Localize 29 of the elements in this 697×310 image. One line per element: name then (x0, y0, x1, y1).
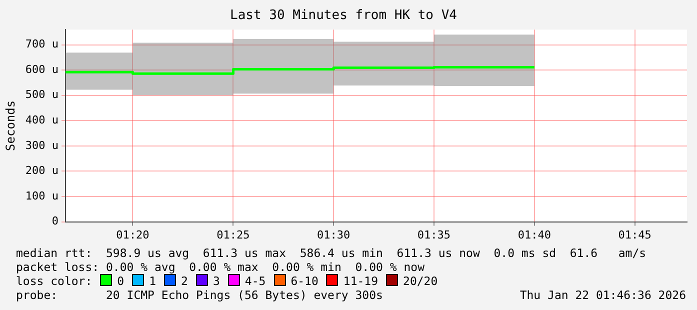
y-tick-label: 0 (52, 214, 59, 228)
text: 20/20 (403, 274, 438, 288)
text: loss color: (16, 274, 92, 288)
y-tick-label: 300 u (25, 138, 59, 152)
y-axis-title: Seconds (3, 100, 18, 151)
text: Thu Jan 22 01:46:36 2026 (520, 288, 686, 302)
text: 11-19 (343, 274, 378, 288)
x-tick-label: 01:35 (417, 228, 451, 242)
x-tick-label: 01:25 (216, 228, 250, 242)
text: 0 (117, 274, 124, 288)
text: probe: 20 ICMP Echo Pings (56 Bytes) every 300s (16, 288, 383, 302)
text: 3 (212, 274, 220, 288)
text: 6-10 (290, 274, 318, 288)
text: 4-5 (244, 274, 266, 288)
y-tick-label: 500 u (25, 88, 59, 102)
text: 2 (181, 274, 188, 288)
chart-title: Last 30 Minutes from HK to V4 (230, 8, 458, 24)
y-tick-label: 700 u (25, 38, 59, 51)
text: 1 (149, 274, 156, 288)
x-tick-label: 01:40 (518, 228, 552, 242)
text: median rtt: 598.9 us avg 611.3 us max 586.4 us min 611.3 us now 0.0 ms sd 61.6 am/s (16, 246, 648, 260)
x-tick-label: 01:30 (317, 228, 350, 242)
text: packet loss: 0.00 % avg 0.00 % max 0.00 % min 0.00 % now (16, 260, 426, 274)
y-tick-label: 600 u (25, 62, 59, 76)
x-tick-label: 01:45 (618, 228, 652, 242)
y-tick-label: 200 u (25, 164, 59, 178)
y-tick-label: 400 u (25, 114, 59, 126)
x-tick-label: 01:20 (116, 228, 150, 242)
y-tick-label: 100 u (25, 189, 59, 202)
